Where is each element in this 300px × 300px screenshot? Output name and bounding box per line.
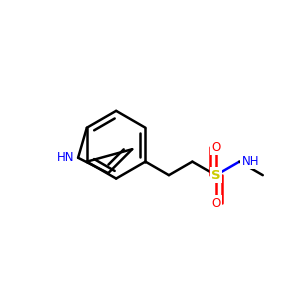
- Text: HN: HN: [57, 151, 74, 164]
- Text: O: O: [211, 141, 220, 154]
- Text: O: O: [211, 196, 220, 210]
- Text: NH: NH: [242, 155, 259, 168]
- Text: S: S: [211, 169, 221, 182]
